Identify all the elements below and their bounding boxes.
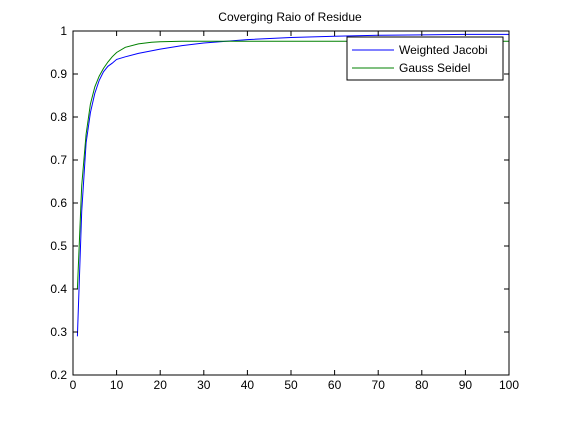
legend: Weighted Jacobi Gauss Seidel xyxy=(346,36,504,81)
x-tick-label: 100 xyxy=(499,378,519,392)
x-tick-label: 20 xyxy=(154,378,168,392)
x-tick-label: 0 xyxy=(70,378,77,392)
y-axis-ticks: 0.2 0.3 0.4 0.5 0.6 0.7 0.8 0.9 1 xyxy=(50,24,509,382)
x-tick-label: 80 xyxy=(415,378,429,392)
legend-label-weighted-jacobi: Weighted Jacobi xyxy=(399,43,488,57)
plot-area xyxy=(73,31,509,375)
x-tick-label: 40 xyxy=(241,378,255,392)
y-tick-label: 0.7 xyxy=(50,153,67,167)
y-tick-label: 0.2 xyxy=(50,368,67,382)
y-tick-label: 1 xyxy=(60,24,67,38)
y-tick-label: 0.3 xyxy=(50,325,67,339)
x-axis-ticks: 0 10 20 30 40 50 60 70 80 90 100 xyxy=(70,31,519,392)
y-tick-label: 0.8 xyxy=(50,110,67,124)
y-tick-label: 0.4 xyxy=(50,282,67,296)
x-tick-label: 30 xyxy=(197,378,211,392)
x-tick-label: 50 xyxy=(284,378,298,392)
x-tick-label: 70 xyxy=(372,378,386,392)
y-tick-label: 0.6 xyxy=(50,196,67,210)
x-tick-label: 60 xyxy=(328,378,342,392)
y-tick-label: 0.5 xyxy=(50,239,67,253)
y-tick-label: 0.9 xyxy=(50,67,67,81)
series-line-weighted-jacobi xyxy=(76,33,509,337)
chart-title: Coverging Raio of Residue xyxy=(218,10,362,24)
x-tick-label: 90 xyxy=(459,378,473,392)
legend-box xyxy=(346,36,504,81)
legend-label-gauss-seidel: Gauss Seidel xyxy=(399,61,470,75)
x-tick-label: 10 xyxy=(110,378,124,392)
